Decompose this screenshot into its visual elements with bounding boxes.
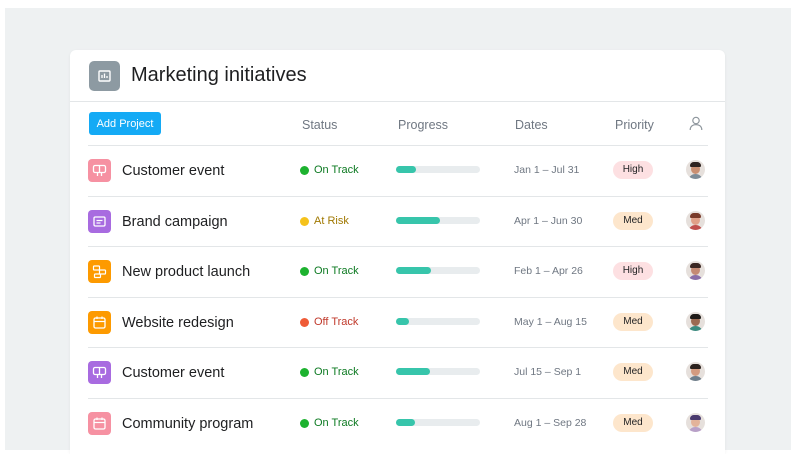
avatar-hair	[690, 313, 701, 319]
date-range[interactable]: Feb 1 – Apr 26	[514, 265, 583, 277]
avatar[interactable]	[686, 210, 705, 230]
card-icon	[88, 209, 111, 233]
status-dot	[300, 368, 309, 377]
status-text[interactable]: On Track	[314, 164, 359, 176]
status-dot	[300, 418, 309, 428]
status-text[interactable]: On Track	[314, 416, 359, 429]
status-text[interactable]: On Track	[314, 366, 359, 378]
avatar-face	[691, 214, 700, 225]
priority-badge[interactable]: High	[613, 262, 653, 280]
status-text[interactable]: Off Track	[314, 315, 359, 328]
avatar-hair	[690, 263, 701, 268]
launch-icon	[88, 260, 111, 283]
avatar-body	[688, 224, 703, 230]
user-icon[interactable]	[689, 116, 703, 131]
status-dot	[300, 317, 309, 327]
avatar-face	[691, 416, 700, 427]
progress-fill	[396, 166, 417, 173]
avatar[interactable]	[686, 160, 705, 179]
avatar-body	[688, 426, 703, 432]
avatar[interactable]	[686, 412, 705, 432]
status-text[interactable]: On Track	[314, 265, 359, 277]
avatar-face	[691, 265, 700, 275]
progress-bar	[396, 368, 480, 375]
priority-badge[interactable]: High	[613, 161, 653, 179]
column-header-progress[interactable]: Progress	[398, 118, 449, 132]
avatar-face	[691, 366, 700, 376]
page-title: Marketing initiatives	[131, 64, 307, 86]
progress-fill	[396, 267, 432, 274]
progress-bar	[396, 216, 480, 224]
avatar-hair	[690, 414, 701, 420]
megaphone-icon	[88, 361, 111, 384]
column-header-dates[interactable]: Dates	[515, 118, 548, 132]
column-header-status[interactable]: Status	[302, 118, 338, 132]
status-dot	[300, 166, 309, 175]
avatar-face	[691, 164, 700, 174]
column-header-priority[interactable]: Priority	[615, 118, 654, 132]
avatar-hair	[690, 162, 701, 167]
avatar-body	[688, 325, 703, 331]
avatar-body	[688, 376, 703, 381]
progress-fill	[396, 368, 431, 375]
progress-bar	[396, 418, 480, 426]
project-row[interactable]: Customer event On Track Jul 15 – Sep 1 Med	[88, 347, 708, 398]
card-header: Marketing initiatives	[70, 50, 725, 102]
project-portfolio-card: Marketing initiatives Add Project Status…	[70, 50, 725, 454]
avatar-body	[688, 275, 703, 280]
project-row[interactable]: New product launch On Track Feb 1 – Apr 26…	[88, 246, 708, 297]
status-dot	[300, 267, 309, 276]
project-row[interactable]: Community program On Track Aug 1 – Sep 28 M…	[88, 397, 708, 449]
progress-fill	[396, 418, 416, 426]
project-row[interactable]: Brand campaign At Risk Apr 1 – Jun 30 Med	[88, 195, 708, 247]
avatar[interactable]	[686, 261, 705, 280]
progress-bar	[396, 166, 480, 173]
project-name[interactable]: Customer event	[122, 365, 225, 381]
priority-badge[interactable]: Med	[613, 363, 653, 381]
priority-badge[interactable]: Med	[613, 312, 653, 331]
status-dot	[300, 216, 309, 226]
calendar-icon	[88, 411, 111, 435]
project-name[interactable]: Community program	[122, 415, 254, 432]
date-range[interactable]: Aug 1 – Sep 28	[514, 416, 587, 429]
progress-fill	[396, 317, 409, 325]
avatar[interactable]	[686, 362, 705, 381]
project-name[interactable]: Brand campaign	[122, 213, 228, 230]
avatar-face	[691, 315, 700, 326]
calendar-icon	[88, 310, 111, 334]
project-name[interactable]: Website redesign	[122, 314, 234, 331]
avatar-body	[688, 174, 703, 179]
date-range[interactable]: Apr 1 – Jun 30	[514, 214, 583, 227]
progress-fill	[396, 216, 440, 224]
date-range[interactable]: Jan 1 – Jul 31	[514, 164, 580, 176]
avatar[interactable]	[686, 311, 705, 331]
project-row[interactable]: Website redesign Off Track May 1 – Aug 15 M…	[88, 296, 708, 348]
project-row[interactable]: Customer event On Track Jan 1 – Jul 31 High	[88, 145, 708, 196]
progress-bar	[396, 267, 480, 274]
chart-icon	[89, 61, 120, 91]
project-name[interactable]: Customer event	[122, 163, 225, 179]
status-text[interactable]: At Risk	[314, 214, 349, 227]
progress-bar	[396, 317, 480, 325]
date-range[interactable]: May 1 – Aug 15	[514, 315, 587, 328]
megaphone-icon	[88, 159, 111, 182]
project-name[interactable]: New product launch	[122, 264, 251, 280]
date-range[interactable]: Jul 15 – Sep 1	[514, 366, 582, 378]
priority-badge[interactable]: Med	[613, 211, 653, 230]
add-project-button[interactable]: Add Project	[89, 112, 161, 135]
priority-badge[interactable]: Med	[613, 413, 653, 432]
avatar-hair	[690, 364, 701, 369]
avatar-hair	[690, 212, 701, 218]
